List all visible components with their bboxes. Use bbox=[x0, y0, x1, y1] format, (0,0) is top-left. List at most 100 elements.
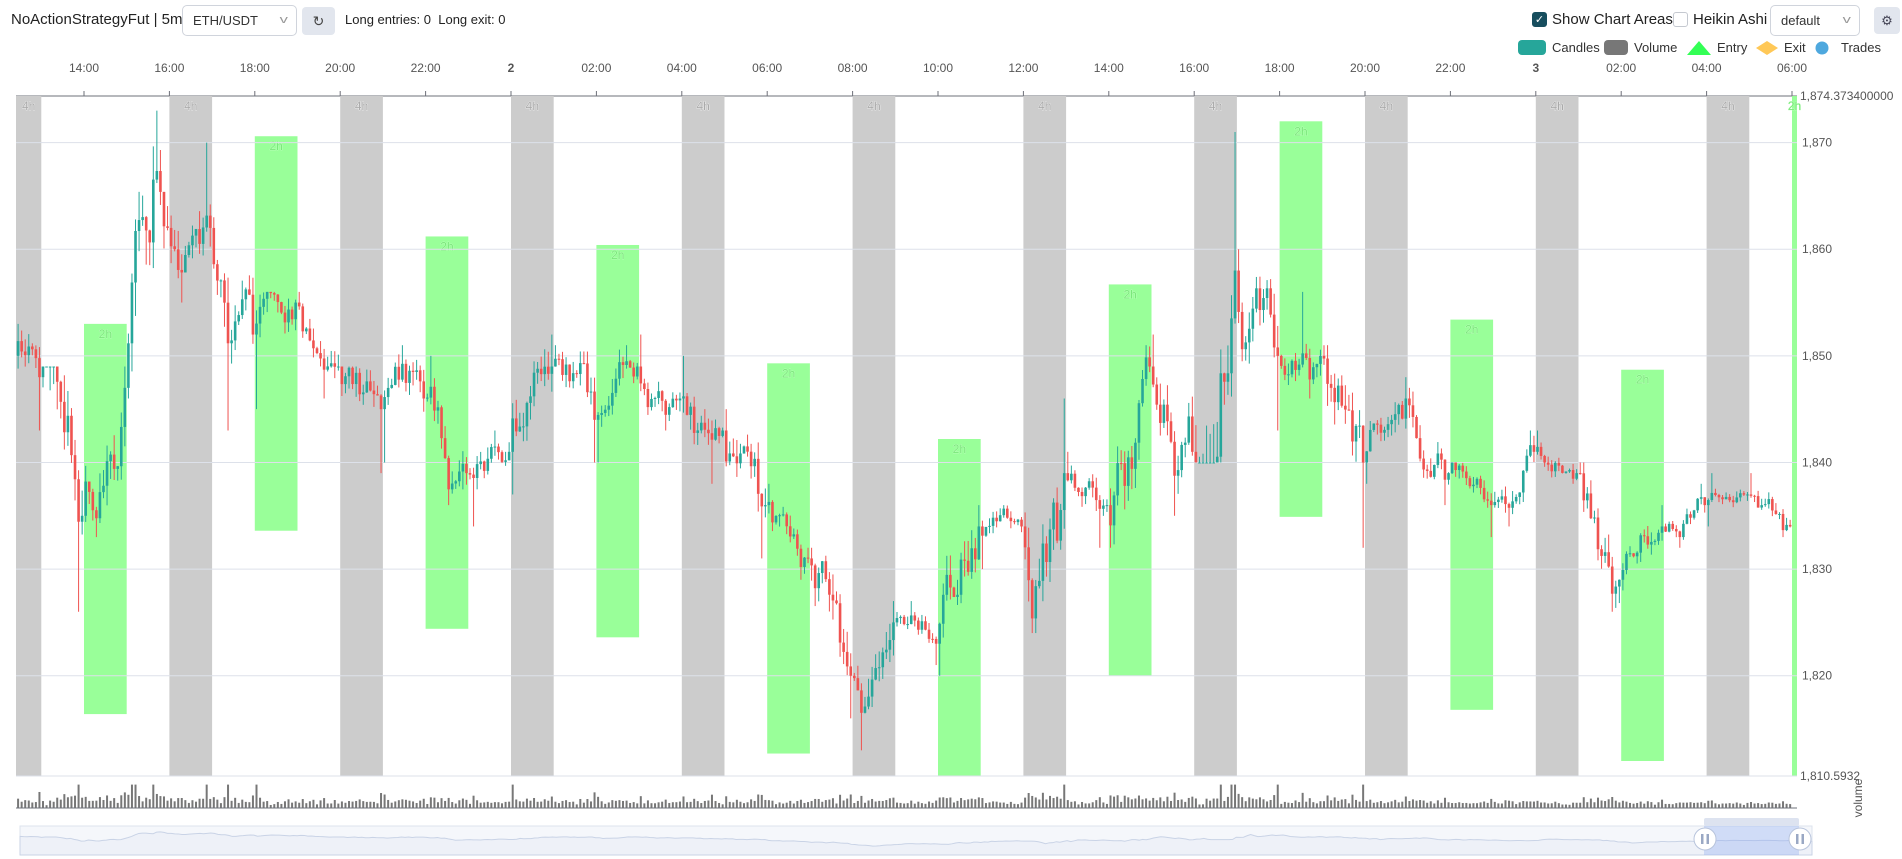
candle bbox=[863, 696, 867, 714]
heikin-ashi-checkbox[interactable] bbox=[1673, 12, 1688, 27]
legend-candles[interactable]: Candles bbox=[1518, 40, 1600, 55]
legend-entry[interactable]: Entry bbox=[1687, 40, 1747, 55]
legend-volume[interactable]: Volume bbox=[1604, 40, 1677, 55]
candle bbox=[1760, 498, 1763, 510]
candle bbox=[404, 359, 408, 392]
volume-bar bbox=[1785, 803, 1788, 808]
candle bbox=[1575, 469, 1578, 481]
volume-bar bbox=[1732, 803, 1735, 808]
candle-body bbox=[1564, 471, 1568, 473]
volume-bar bbox=[1120, 801, 1123, 808]
candle-body bbox=[1699, 497, 1703, 499]
candle-body bbox=[248, 289, 251, 295]
candle-body bbox=[909, 615, 913, 625]
candle bbox=[134, 219, 137, 316]
candle-body bbox=[305, 328, 308, 332]
volume-bar bbox=[1586, 802, 1589, 808]
candle-body bbox=[554, 358, 557, 367]
x-tick-label: 22:00 bbox=[411, 61, 441, 75]
candle-body bbox=[920, 621, 924, 630]
candle-body bbox=[1340, 385, 1344, 406]
volume-bar bbox=[675, 802, 678, 808]
candle bbox=[1635, 551, 1639, 564]
candle bbox=[472, 467, 475, 527]
candle bbox=[1105, 499, 1109, 512]
show-chart-areas-checkbox[interactable]: ✓ bbox=[1532, 12, 1547, 27]
candle bbox=[450, 471, 454, 494]
candle bbox=[582, 351, 586, 365]
candle bbox=[1038, 558, 1041, 589]
candle bbox=[1664, 523, 1667, 532]
candle bbox=[230, 329, 233, 364]
volume-bar bbox=[732, 802, 735, 808]
volume-bar bbox=[636, 803, 639, 808]
candle bbox=[55, 366, 59, 410]
candle-body bbox=[1418, 438, 1422, 459]
volume-bar bbox=[376, 803, 379, 808]
candle-body bbox=[1002, 508, 1006, 516]
volume-bar bbox=[529, 800, 532, 808]
volume-bar bbox=[1742, 804, 1745, 808]
candle bbox=[479, 451, 482, 470]
volume-bar bbox=[518, 801, 521, 808]
navigator-handle[interactable] bbox=[1693, 827, 1717, 851]
candle bbox=[699, 415, 703, 434]
candle bbox=[1728, 494, 1731, 503]
candle bbox=[176, 230, 180, 279]
navigator-handle[interactable] bbox=[1788, 827, 1812, 851]
candle bbox=[1272, 293, 1276, 358]
candle-body bbox=[1746, 494, 1749, 496]
candle-body bbox=[1489, 500, 1493, 506]
legend-trades[interactable]: Trades bbox=[1815, 40, 1881, 55]
pair-select[interactable]: ETH/USDT v bbox=[182, 5, 297, 36]
candle-body bbox=[1561, 465, 1564, 473]
volume-bar bbox=[835, 803, 838, 808]
candle-body bbox=[162, 191, 166, 227]
candle-body bbox=[1742, 493, 1746, 495]
x-tick-label: 04:00 bbox=[667, 61, 697, 75]
candle-body bbox=[1582, 473, 1586, 501]
volume-bar bbox=[1725, 803, 1728, 808]
candle-body bbox=[1023, 526, 1027, 548]
candle bbox=[596, 412, 600, 463]
volume-bar bbox=[1326, 795, 1329, 808]
candle bbox=[1027, 527, 1030, 602]
navigator-drag-bar[interactable] bbox=[1704, 818, 1799, 826]
candle bbox=[169, 215, 173, 264]
candle bbox=[611, 379, 614, 415]
candle bbox=[1586, 487, 1589, 509]
refresh-button[interactable]: ↻ bbox=[302, 7, 335, 35]
candle-body bbox=[490, 447, 493, 459]
candle bbox=[365, 369, 369, 393]
layout-select[interactable]: default v bbox=[1770, 5, 1860, 36]
candle-body bbox=[1223, 373, 1226, 382]
candle bbox=[1336, 378, 1340, 411]
candle bbox=[756, 442, 760, 512]
volume-bar bbox=[91, 800, 94, 808]
legend-exit[interactable]: Exit bbox=[1756, 40, 1806, 55]
candle-body bbox=[1041, 543, 1045, 581]
volume-bar bbox=[589, 801, 592, 808]
settings-button[interactable]: ⚙ bbox=[1874, 7, 1900, 34]
candle bbox=[554, 345, 557, 367]
candle-body bbox=[678, 398, 682, 401]
show-chart-areas-label[interactable]: Show Chart Areas bbox=[1552, 11, 1673, 28]
heikin-ashi-label[interactable]: Heikin Ashi bbox=[1693, 11, 1768, 28]
candle-body bbox=[1618, 579, 1621, 587]
candle bbox=[1557, 457, 1561, 472]
volume-bar bbox=[888, 798, 891, 808]
volume-bar bbox=[1643, 803, 1646, 808]
candle bbox=[628, 359, 632, 368]
candle-body bbox=[1009, 517, 1013, 522]
volume-bar bbox=[1255, 799, 1258, 808]
candle-body bbox=[77, 479, 80, 522]
volume-bar bbox=[1735, 802, 1738, 808]
candle-body bbox=[952, 587, 956, 597]
volume-axis-label: volume bbox=[1851, 778, 1865, 817]
volume-bar bbox=[661, 801, 664, 808]
x-tick-label: 18:00 bbox=[1265, 61, 1295, 75]
candle bbox=[970, 530, 974, 579]
volume-bar bbox=[1162, 801, 1165, 808]
volume-bar bbox=[1312, 802, 1315, 808]
